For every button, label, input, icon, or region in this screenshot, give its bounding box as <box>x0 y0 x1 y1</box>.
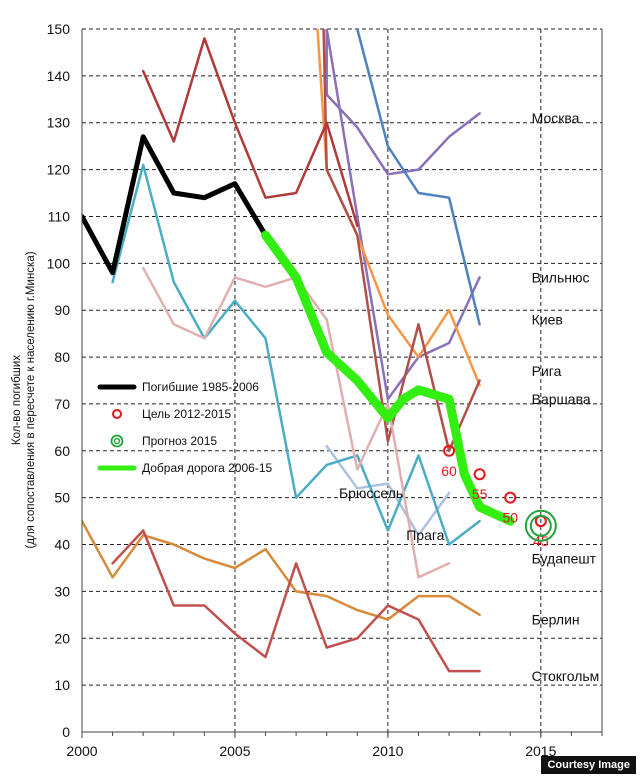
target-label: 50 <box>502 510 518 526</box>
target-marker <box>443 444 456 457</box>
forecast-ring-outer <box>524 509 557 542</box>
legend-label: Цель 2012-2015 <box>142 407 231 421</box>
y-tick-label: 80 <box>54 349 70 365</box>
x-tick-label: 2005 <box>219 743 250 759</box>
x-tick-label: 2010 <box>372 743 403 759</box>
series-line-Добрая-дорога-2006-15 <box>261 230 515 526</box>
city-labels: Москва Вильнюс Киев Рига Варшава Брюссель Праг… <box>339 110 599 684</box>
legend-label: Добрая дорога 2006-15 <box>142 461 272 475</box>
legend-label: Прогноз 2015 <box>142 434 217 448</box>
x-tick-label: 2015 <box>525 743 556 759</box>
y-tick-label: 90 <box>54 302 70 318</box>
y-tick-label: 110 <box>48 208 71 224</box>
y-tick-label: 50 <box>54 490 70 506</box>
series-line-Вильнюс <box>325 29 481 401</box>
y-tick-label: 20 <box>54 630 70 646</box>
series-line-unnamed <box>141 37 359 228</box>
target-label: 60 <box>441 463 457 479</box>
series-line-Берлин <box>82 519 481 621</box>
y-tick-label: 130 <box>47 115 71 131</box>
y-tick-label: 40 <box>54 537 70 553</box>
y-tick-label: 0 <box>62 724 70 740</box>
y-tick-label: 70 <box>54 396 70 412</box>
series-line-Москва <box>325 29 481 176</box>
y-tick-label: 100 <box>47 255 71 271</box>
series-line-Варшава <box>322 29 481 453</box>
axes <box>81 29 603 738</box>
y-axis-label: Кол-во погибших <box>11 355 23 445</box>
city-label: Брюссель <box>339 485 403 501</box>
city-label: Стокгольм <box>532 668 600 684</box>
target-marker <box>504 491 517 504</box>
y-tick-label: 140 <box>47 68 71 84</box>
legend-swatch <box>112 409 122 419</box>
city-label: Киев <box>532 312 563 328</box>
city-label: Вильнюс <box>532 269 590 285</box>
city-label: Берлин <box>532 612 580 628</box>
series-line-Киев <box>356 29 481 326</box>
x-tick-label: 2000 <box>66 743 97 759</box>
y-axis-label-sub: (для сопоставления в пересчете к населен… <box>25 251 37 548</box>
series-line-Брюссель <box>325 444 451 537</box>
legend-swatch-inner <box>113 437 121 445</box>
legend-label: Погибшие 1985-2006 <box>142 380 259 394</box>
forecast-ring-inner <box>529 514 552 537</box>
legend-swatch <box>110 434 124 448</box>
y-tick-label: 30 <box>54 583 70 599</box>
city-label: Прага <box>406 527 444 543</box>
city-label: Будапешт <box>532 551 597 567</box>
series-line-Погибшие-1985-2006 <box>82 134 268 276</box>
series-lines <box>82 29 515 673</box>
image-credit: Courtesy Image <box>541 756 636 774</box>
city-label: Рига <box>532 363 562 379</box>
city-label: Москва <box>532 110 580 126</box>
city-label: Варшава <box>532 391 591 407</box>
target-label: 55 <box>472 486 488 502</box>
tick-labels: 0 10 20 30 40 50 60 70 80 90 100 110 120 130 140 150 200… <box>47 21 557 759</box>
y-tick-label: 10 <box>54 677 70 693</box>
series-line-Прага <box>111 163 481 546</box>
target-marker <box>473 468 486 481</box>
y-tick-label: 150 <box>47 21 71 37</box>
series-line-Стокгольм <box>111 529 481 673</box>
series-line-Будапешт <box>141 266 451 579</box>
y-tick-label: 120 <box>47 162 71 178</box>
y-tick-label: 60 <box>54 443 70 459</box>
legend: Погибшие 1985-2006 Цель 2012-2015 Прогноз … <box>97 380 272 475</box>
